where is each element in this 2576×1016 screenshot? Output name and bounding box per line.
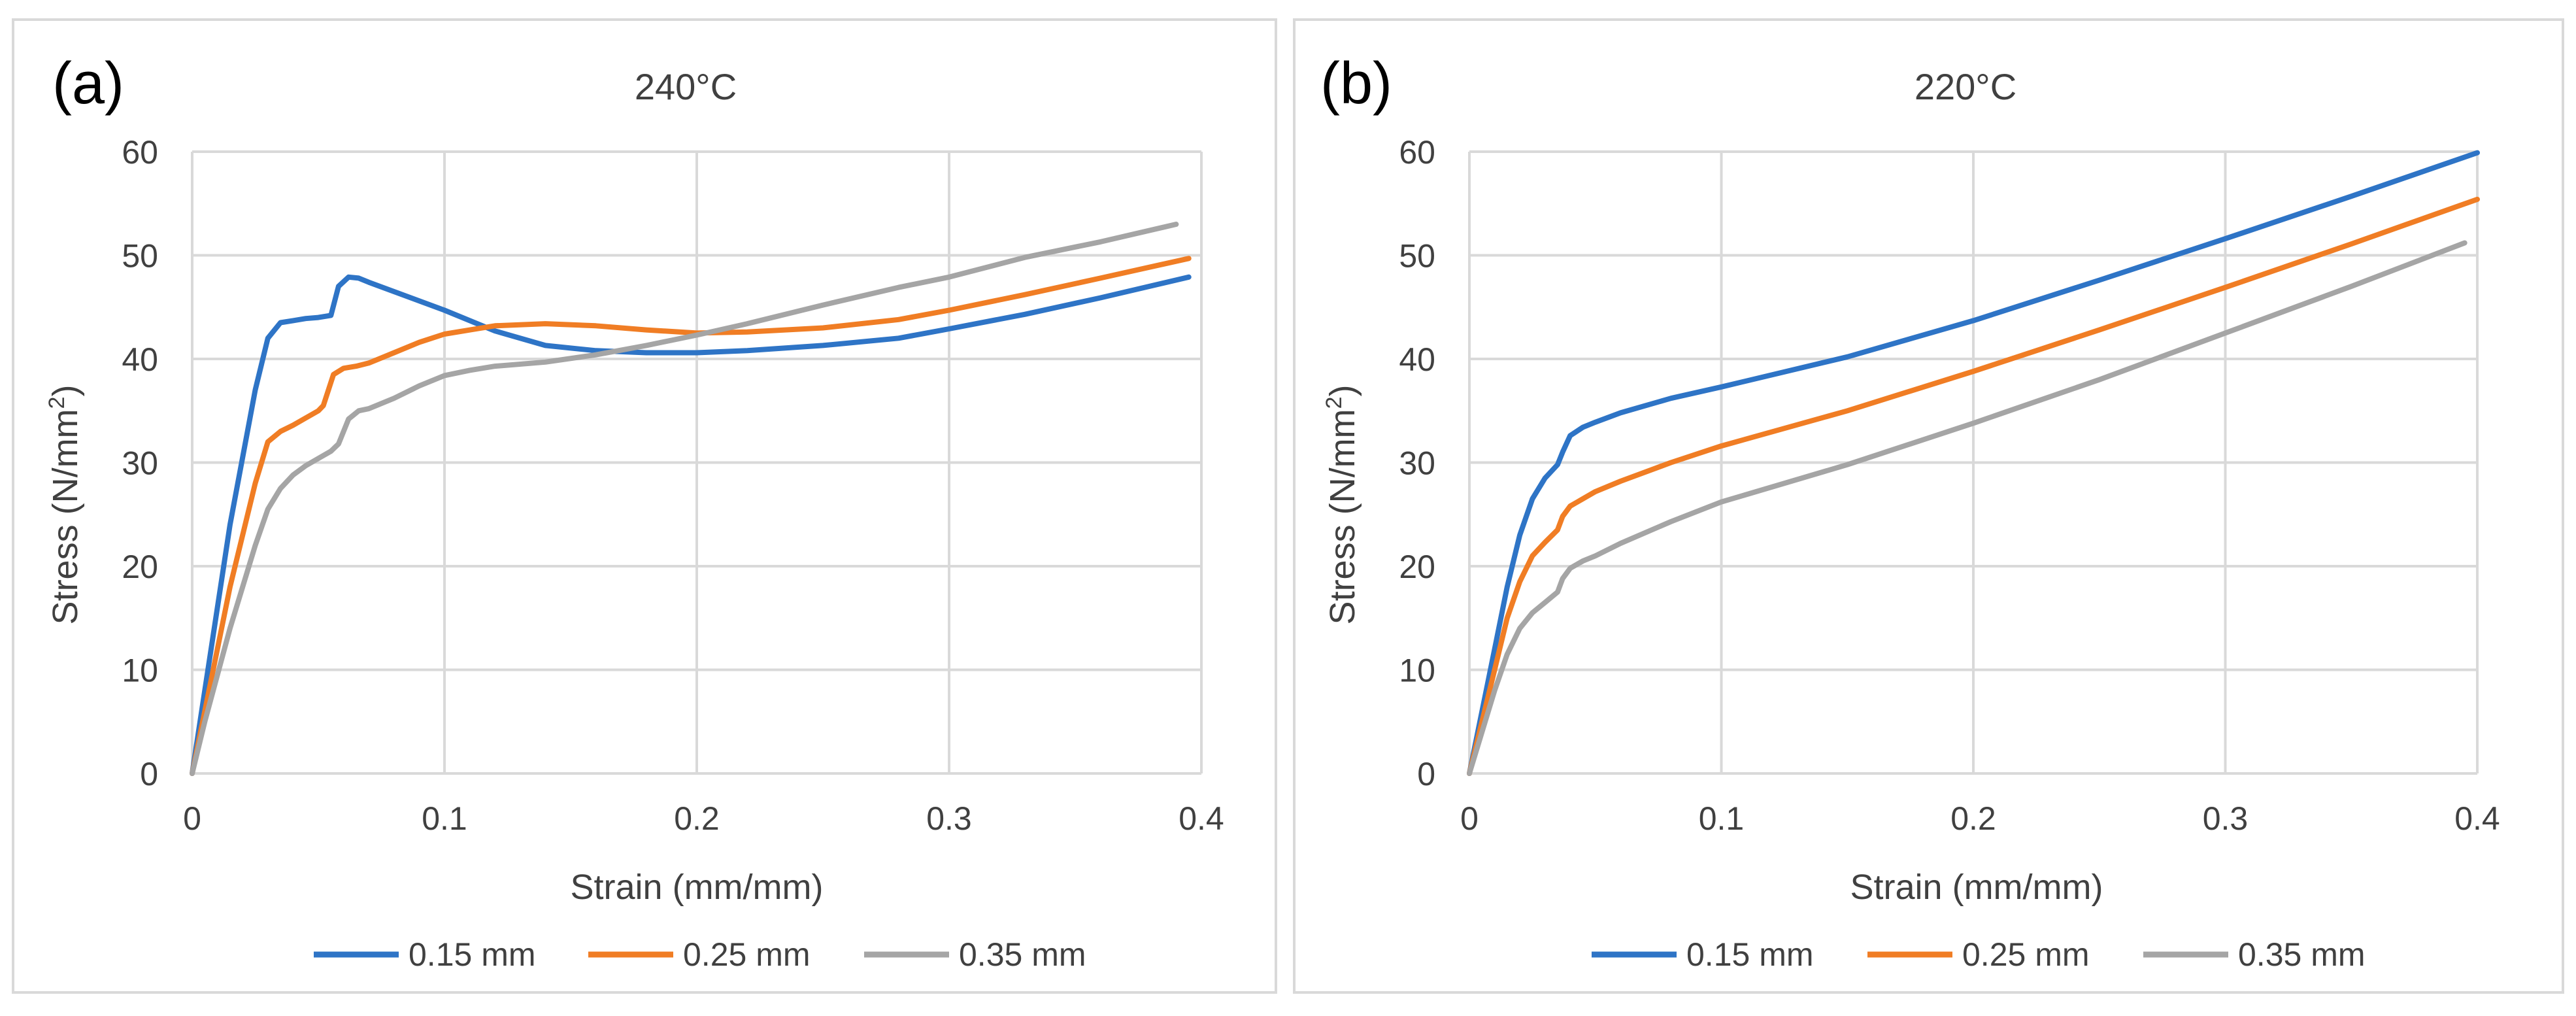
panel-b-series-line-0-35-mm <box>1467 240 2467 776</box>
panel-a-x-tick-label: 0 <box>183 800 201 837</box>
panel-b-y-axis-title-sup: 2 <box>1322 397 1347 409</box>
panel-b-series-line-0-15-mm <box>1467 150 2480 776</box>
panel-a-legend: 0.15 mm 0.25 mm 0.35 mm <box>314 936 1086 973</box>
panel-a-y-tick-label: 40 <box>122 341 158 378</box>
panel-a-y-axis-title-sup: 2 <box>44 397 69 409</box>
panel-b-legend-label-2: 0.35 mm <box>2238 936 2366 973</box>
panel-b-x-tick-label: 0 <box>1460 800 1479 837</box>
panel-a-series-line-0-25-mm <box>190 256 1192 776</box>
panel-b-border <box>1293 18 2564 994</box>
panel-a-border <box>12 18 1277 994</box>
panel-b-y-tick-label: 20 <box>1399 549 1435 585</box>
panel-a-y-axis-title-end: ) <box>46 385 85 397</box>
panel-b-y-tick-label: 60 <box>1399 134 1435 171</box>
panel-b-series <box>1467 150 2480 776</box>
panel-b-x-tick-label: 0.2 <box>1950 800 1996 837</box>
panel-b-legend: 0.15 mm 0.25 mm 0.35 mm <box>1592 936 2366 973</box>
panel-a-y-tick-label: 60 <box>122 134 158 171</box>
panel-a-gridlines <box>191 150 1203 775</box>
panel-a-y-tick-label: 0 <box>140 756 158 792</box>
panel-a-label: (a) <box>52 51 124 116</box>
panel-b-x-tick-label: 0.3 <box>2203 800 2249 837</box>
panel-b-gridlines <box>1468 150 2479 775</box>
panel-b-label: (b) <box>1320 51 1392 116</box>
panel-b-y-axis-title: Stress (N/mm2) <box>1322 385 1362 625</box>
panel-a: (a) 240°C 0 10 20 30 40 50 60 0 0.1 0.2 0.3 0.4 St… <box>12 18 1277 994</box>
panel-a-y-tick-label: 20 <box>122 549 158 585</box>
panel-a-y-tick-label: 30 <box>122 445 158 482</box>
panel-a-x-tick-labels: 0 0.1 0.2 0.3 0.4 <box>183 800 1224 837</box>
panel-b-legend-label-1: 0.25 mm <box>1962 936 2090 973</box>
panel-b-y-tick-label: 0 <box>1417 756 1435 792</box>
panel-a-x-axis-title: Strain (mm/mm) <box>571 868 824 907</box>
panel-b-x-tick-label: 0.4 <box>2454 800 2500 837</box>
panel-b-x-axis-title: Strain (mm/mm) <box>1850 868 2103 907</box>
panel-a-y-axis-title: Stress (N/mm2) <box>44 385 85 625</box>
panel-a-legend-label-1: 0.25 mm <box>683 936 811 973</box>
panel-a-legend-label-2: 0.35 mm <box>959 936 1086 973</box>
panel-a-y-tick-labels: 0 10 20 30 40 50 60 <box>122 134 158 792</box>
panel-b-y-axis-title-end: ) <box>1323 385 1362 397</box>
panel-b-title: 220°C <box>1915 66 2016 107</box>
panel-b-legend-label-0: 0.15 mm <box>1686 936 1814 973</box>
panel-a-y-tick-label: 10 <box>122 652 158 689</box>
panel-a-legend-label-0: 0.15 mm <box>409 936 536 973</box>
panel-b: (b) 220°C 0 10 20 30 40 50 60 0 0.1 0.2 0.3 0.4 St… <box>1293 18 2564 994</box>
panel-a-title: 240°C <box>635 66 737 107</box>
panel-b-y-tick-label: 40 <box>1399 341 1435 378</box>
panel-a-x-tick-label: 0.3 <box>926 800 972 837</box>
panel-b-x-tick-labels: 0 0.1 0.2 0.3 0.4 <box>1460 800 2500 837</box>
panel-a-y-axis-title-main: Stress (N/mm <box>46 409 85 624</box>
panel-a-x-tick-label: 0.2 <box>674 800 720 837</box>
panel-b-y-tick-label: 10 <box>1399 652 1435 689</box>
panel-a-x-tick-label: 0.4 <box>1179 800 1224 837</box>
panel-b-y-axis-title-main: Stress (N/mm <box>1323 409 1362 624</box>
panel-b-x-tick-label: 0.1 <box>1699 800 1745 837</box>
panel-a-series-line-0-15-mm <box>190 274 1192 776</box>
panel-a-series-line-0-35-mm <box>190 222 1179 776</box>
panel-b-series-line-0-25-mm <box>1467 196 2480 776</box>
panel-a-x-tick-label: 0.1 <box>422 800 467 837</box>
panel-b-y-tick-labels: 0 10 20 30 40 50 60 <box>1399 134 1435 792</box>
panel-b-y-tick-label: 50 <box>1399 238 1435 275</box>
panel-a-series <box>190 222 1192 776</box>
panel-a-y-tick-label: 50 <box>122 238 158 275</box>
panel-b-y-tick-label: 30 <box>1399 445 1435 482</box>
